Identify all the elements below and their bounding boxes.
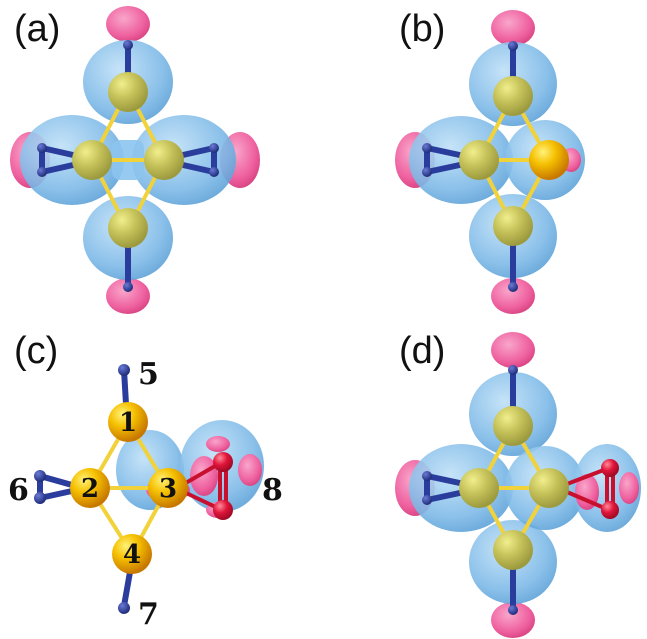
pink-lobe-top — [491, 332, 535, 368]
atom-left — [459, 468, 499, 508]
molecule-diagram-d — [395, 332, 641, 638]
atom-label-1: 1 — [119, 408, 137, 438]
panel-b: (b) — [323, 0, 646, 319]
oxygen-atom-bottom — [601, 501, 619, 519]
atom-right — [144, 140, 184, 180]
atom-top — [108, 72, 148, 112]
atom-left — [459, 140, 499, 180]
atom-4 — [112, 534, 152, 574]
site-label-6: 6 — [8, 473, 29, 508]
site-label-7: 7 — [138, 597, 159, 632]
molecule-diagram-c: 1 2 3 4 5 6 7 8 — [8, 357, 283, 632]
panel-label-d: (d) — [399, 330, 446, 372]
pink-lobe-bottom — [491, 602, 535, 638]
atom-1 — [108, 402, 148, 442]
oxygen-atom-top — [601, 459, 619, 477]
atom-top — [493, 76, 533, 116]
atom-2 — [70, 468, 110, 508]
atom-3 — [148, 468, 188, 508]
pink-lobe-top — [106, 6, 150, 42]
pink-lobe-2 — [190, 456, 218, 496]
oxygen-atom-bottom — [213, 500, 233, 520]
panel-label-a: (a) — [14, 8, 61, 50]
panel-a: (a) — [0, 0, 323, 319]
panel-label-c: (c) — [14, 330, 59, 372]
pink-lobe-bottom — [106, 278, 150, 314]
pink-lobe-4 — [206, 436, 230, 452]
pink-lobe-bottom — [491, 278, 535, 314]
atom-bottom — [493, 530, 533, 570]
atom-top — [493, 406, 533, 446]
atom-right — [529, 468, 569, 508]
atom-bottom — [493, 206, 533, 246]
atom-label-2: 2 — [81, 474, 99, 504]
atom-label-4: 4 — [123, 540, 141, 570]
atom-label-3: 3 — [159, 474, 177, 504]
site-label-5: 5 — [138, 357, 159, 392]
atom-left — [72, 140, 112, 180]
molecule-diagram-a — [10, 6, 260, 314]
oxygen-atom-top — [213, 452, 233, 472]
pink-lobe-top — [491, 10, 535, 46]
panel-d: (d) — [323, 320, 646, 639]
panel-c: (c) — [0, 320, 323, 639]
atom-bottom — [108, 208, 148, 248]
molecule-diagram-b — [395, 10, 585, 314]
pink-lobe-3 — [238, 454, 262, 486]
panel-label-b: (b) — [399, 8, 446, 50]
atom-right — [529, 140, 569, 180]
pink-lobe-3 — [619, 472, 639, 504]
site-label-8: 8 — [262, 473, 283, 508]
